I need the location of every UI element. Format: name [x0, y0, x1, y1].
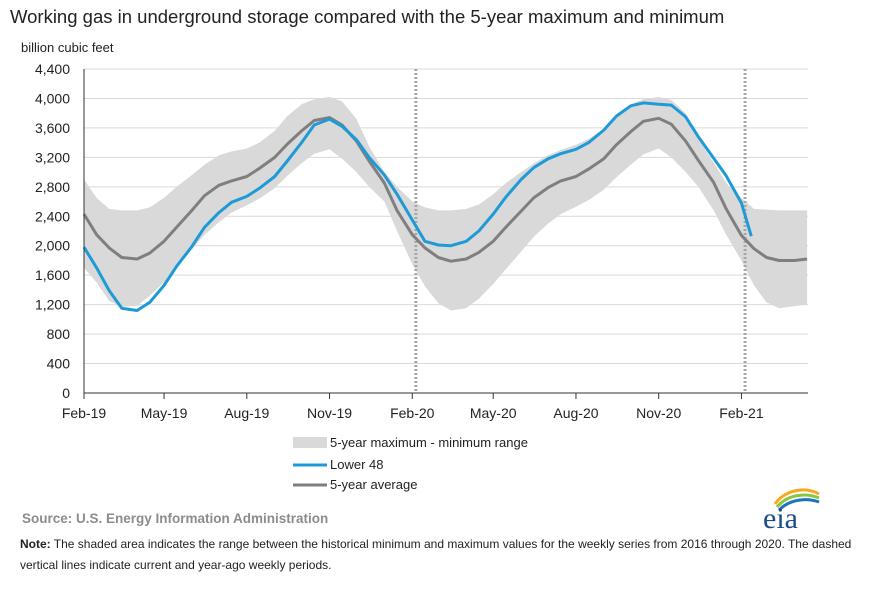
note: Note: The shaded area indicates the rang… [20, 534, 860, 576]
y-tick-label-3200: 3,200 [35, 149, 70, 165]
x-tick-label-May-20: May-20 [470, 405, 517, 421]
x-tick-label-Nov-20: Nov-20 [636, 405, 681, 421]
chart-title: Working gas in underground storage compa… [10, 6, 725, 27]
x-tick-label-Feb-20: Feb-20 [390, 405, 435, 421]
y-tick-label-1200: 1,200 [35, 297, 70, 313]
x-tick-label-Feb-19: Feb-19 [62, 405, 107, 421]
x-tick-label-Aug-20: Aug-20 [553, 405, 598, 421]
legend-lower48-label: Lower 48 [330, 457, 383, 472]
series-layer [82, 101, 808, 312]
axes [83, 69, 808, 399]
x-tick-label-Aug-19: Aug-19 [224, 405, 269, 421]
legend-range-swatch [293, 437, 327, 448]
y-tick-label-4400: 4,400 [35, 61, 70, 77]
y-tick-label-1600: 1,600 [35, 267, 70, 283]
eia-logo-text: eia [763, 502, 798, 532]
legend: 5-year maximum - minimum range Lower 48 … [293, 435, 528, 492]
y-tick-label-2800: 2,800 [35, 179, 70, 195]
note-text: The shaded area indicates the range betw… [20, 537, 852, 572]
x-tick-labels: Feb-19 May-19 Aug-19 Nov-19 Feb-20 May-20 Aug-… [62, 405, 764, 421]
storage-chart: 0 400 800 1,200 1,600 2,000 2,400 2,800 3,200 3,6… [35, 61, 808, 492]
note-label: Note: [20, 537, 51, 551]
eia-logo: eia [763, 488, 820, 532]
y-tick-label-4000: 4,000 [35, 90, 70, 106]
legend-range-label: 5-year maximum - minimum range [330, 435, 528, 450]
y-tick-label-800: 800 [47, 326, 71, 342]
y-tick-label-2000: 2,000 [35, 238, 70, 254]
y-tick-label-0: 0 [62, 385, 70, 401]
x-tick-label-May-19: May-19 [141, 405, 188, 421]
dashed-lines-layer [414, 69, 747, 393]
y-axis-unit-label: billion cubic feet [21, 40, 114, 55]
legend-average-label: 5-year average [330, 477, 417, 492]
y-tick-label-400: 400 [47, 356, 71, 372]
range-area [84, 97, 808, 311]
average-line [82, 116, 808, 263]
x-tick-label-Feb-21: Feb-21 [719, 405, 764, 421]
lower48-line [82, 101, 753, 312]
source-text: Source: U.S. Energy Information Administ… [22, 511, 329, 526]
y-tick-labels: 0 400 800 1,200 1,600 2,000 2,400 2,800 3,200 3,6… [35, 61, 70, 401]
y-tick-label-3600: 3,600 [35, 120, 70, 136]
range-area-layer [84, 97, 808, 311]
y-tick-label-2400: 2,400 [35, 208, 70, 224]
x-tick-label-Nov-19: Nov-19 [307, 405, 352, 421]
